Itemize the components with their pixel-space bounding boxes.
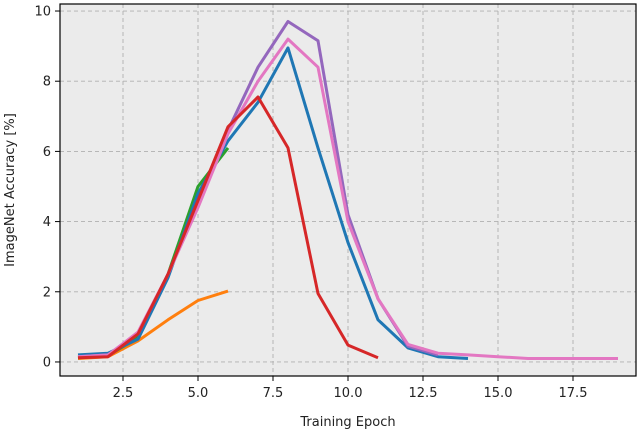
x-tick-label: 7.5: [263, 386, 284, 401]
y-tick-label: 10: [34, 5, 51, 20]
y-tick-label: 0: [43, 355, 51, 370]
y-tick-label: 8: [43, 75, 51, 90]
x-axis-ticks: 2.5 5.0 7.5 10.0 12.5 15.0 17.5: [113, 376, 588, 401]
x-tick-label: 10.0: [334, 386, 363, 401]
series-line-6: [77, 95, 379, 360]
y-tick-label: 2: [43, 285, 51, 300]
y-axis-label: ImageNet Accuracy [%]: [3, 113, 18, 267]
x-tick-label: 17.5: [559, 386, 588, 401]
x-axis-label: Training Epoch: [299, 415, 395, 430]
series-lines: [77, 20, 618, 360]
x-tick-label: 12.5: [409, 386, 438, 401]
x-tick-label: 5.0: [188, 386, 209, 401]
y-tick-label: 4: [43, 215, 51, 230]
x-tick-label: 15.0: [484, 386, 513, 401]
y-axis-ticks: 0 2 4 6 8 10: [34, 5, 60, 370]
x-tick-label: 2.5: [113, 386, 134, 401]
series-line-3: [77, 46, 469, 360]
grid-lines: [60, 4, 636, 376]
y-tick-label: 6: [43, 145, 51, 160]
